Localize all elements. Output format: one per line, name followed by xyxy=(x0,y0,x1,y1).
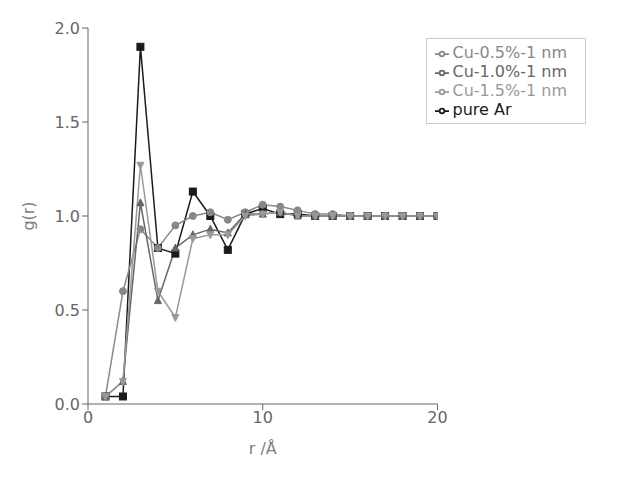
html-text:Cu-1.0%-1 nm: Cu-1.0%-1 nm xyxy=(452,62,567,81)
svg-text:20: 20 xyxy=(427,408,447,427)
html-text:pure Ar: pure Ar xyxy=(452,100,512,119)
svg-text:1.0: 1.0 xyxy=(55,207,80,226)
svg-text:0.0: 0.0 xyxy=(55,395,80,414)
svg-text:1.5: 1.5 xyxy=(55,113,80,132)
svg-text:10: 10 xyxy=(253,408,273,427)
svg-text:0: 0 xyxy=(83,408,93,427)
html-text:Cu-1.5%-1 nm: Cu-1.5%-1 nm xyxy=(452,81,567,100)
svg-text:g(r): g(r) xyxy=(19,201,38,230)
svg-text:2.0: 2.0 xyxy=(55,19,80,38)
svg-text:r /Å: r /Å xyxy=(249,439,277,458)
svg-text:0.5: 0.5 xyxy=(55,301,80,320)
html-text:Cu-0.5%-1 nm: Cu-0.5%-1 nm xyxy=(452,43,567,62)
